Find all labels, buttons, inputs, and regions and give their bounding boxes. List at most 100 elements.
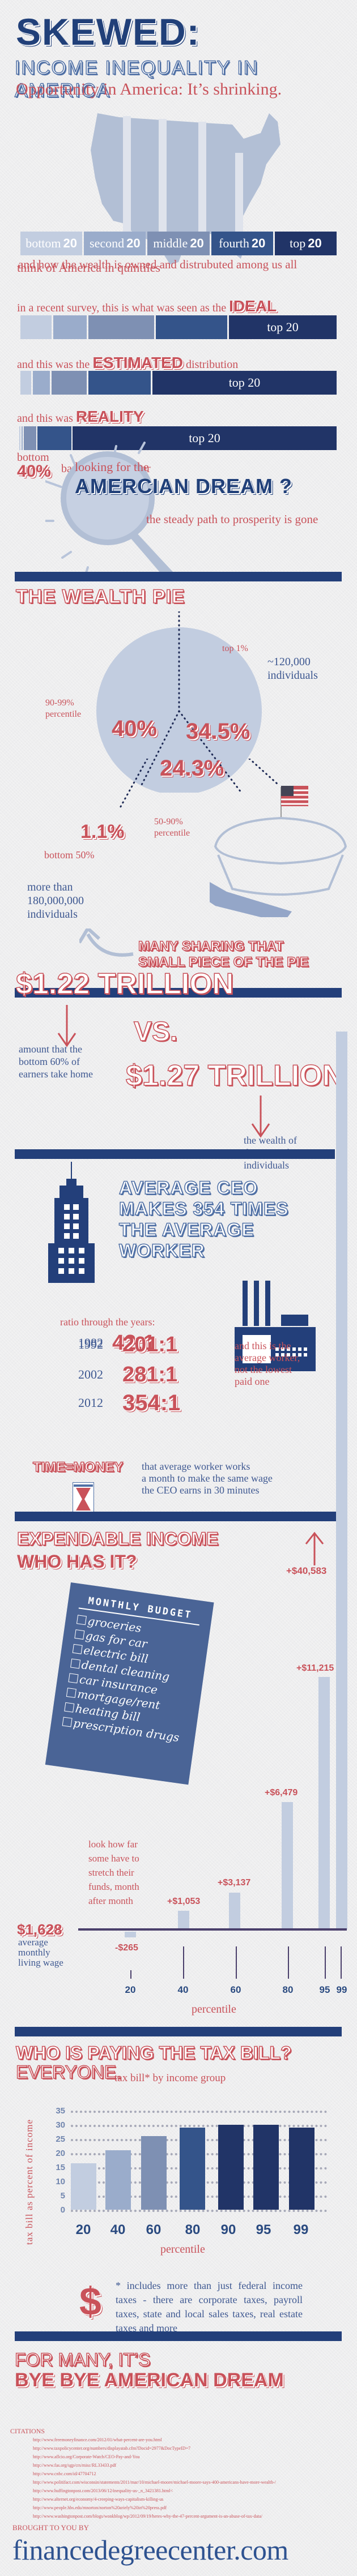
tax-bar-60 (141, 2136, 167, 2210)
citation-link[interactable]: http://www.fas.org/sgp/crs/misc/RL33433.… (33, 2463, 117, 2468)
bottom50-label: bottom 50% (44, 849, 95, 861)
citation-link[interactable]: http://www.washingtonpost.com/blogs/wonk… (33, 2514, 263, 2519)
y-tick: 0 (60, 2205, 65, 2215)
axis-tick (236, 1946, 237, 1979)
closing-line-1: FOR MANY, IT’S (14, 2349, 151, 2370)
time-money-text: that average worker works a month to make… (142, 1461, 273, 1496)
tax-subtitle: EVERYONE. (15, 2061, 122, 2083)
percentile-label: 60 (230, 1984, 241, 1995)
top1-unit: individuals (267, 669, 318, 682)
trillion-amount-2: $1.27 TRILLION (125, 1059, 344, 1093)
value-label-80: +$6,479 (265, 1788, 298, 1798)
ratio-intro: ratio through the years: (60, 1316, 155, 1328)
estimated-word: ESTIMATED (92, 354, 184, 371)
tax-bar-20 (71, 2163, 96, 2210)
expendable-subtitle: WHO HAS IT? (17, 1551, 137, 1572)
y-tick: 30 (56, 2120, 65, 2130)
living-wage-value: $1,628 (17, 1921, 62, 1938)
expendable-bar-40 (178, 1911, 189, 1929)
p90-label: 90-99% percentile (45, 698, 82, 719)
expendable-bar-60 (229, 1893, 240, 1929)
vs-text: VS. (133, 1016, 178, 1047)
slice-50-value: 24.3% (160, 756, 224, 781)
section-divider (15, 1149, 335, 1159)
tax-bar-40 (105, 2150, 131, 2210)
expendable-bar-99 (336, 1032, 347, 1929)
expendable-bar-95 (318, 1677, 330, 1929)
skyscraper-icon (48, 1162, 95, 1283)
percentile-label: 60 (146, 2222, 162, 2237)
axis-tick (341, 1946, 342, 1979)
quintile-middle: middle 20 (147, 232, 210, 255)
quintile-second: second 20 (84, 232, 146, 255)
y-tick: 5 (60, 2191, 65, 2201)
ideal-word: IDEAL (229, 297, 277, 315)
section-divider (15, 988, 342, 998)
citation-link[interactable]: http://www.people.hbs.edu/mnorton/norton… (33, 2505, 167, 2510)
tax-footnote: * includes more than just federal income… (116, 2280, 303, 2334)
expendable-bar-80 (282, 1802, 293, 1929)
y-tick: 20 (56, 2149, 65, 2158)
section-divider (15, 1512, 337, 1521)
p50-label: 50-90% percentile (154, 817, 190, 838)
section-divider (15, 2331, 342, 2341)
tax-title: WHO IS PAYING THE TAX BILL? (15, 2042, 292, 2064)
quintile-bottom: bottom 20 (20, 232, 83, 255)
citation-link[interactable]: http://www.taxpolicycenter.org/numbers/d… (33, 2446, 191, 2451)
tagline: Opportunity in America: It’s shrinking. (16, 80, 282, 99)
percentile-label: 99 (293, 2222, 309, 2237)
axis-tick (183, 1946, 184, 1979)
american-dream-heading: AMERCIAN DREAM ? (75, 474, 292, 498)
subtitle: INCOME INEQUALITY IN AMERICA (14, 57, 259, 102)
wealth-distribution-text: and how the wealth is owned and distrubu… (18, 258, 298, 271)
dollar-sign-icon: $ (79, 2279, 101, 2323)
quintile-intro: think of America in quintiles (17, 260, 160, 275)
reality-caption: and this was REALITY (17, 408, 144, 425)
estimated-caption: and this was the ESTIMATED distribution (17, 354, 239, 371)
wealth-pie-chart (96, 611, 262, 793)
citation-link[interactable]: http://www.alternet.org/economy/4-creepi… (33, 2497, 164, 2502)
value-label-40: +$1,053 (167, 1897, 201, 1906)
time-money-label: TIME=MONEY (32, 1459, 124, 1475)
quintile-top: top 20 (274, 232, 337, 255)
brought-to-you-by: BROUGHT TO YOU BY (12, 2523, 89, 2532)
percentile-label: 20 (75, 2222, 91, 2237)
ratio-row: 1992 201:1 (78, 1332, 178, 1357)
up-arrow-icon (305, 1531, 324, 1565)
tax-chart-title: tax bill* by income group (114, 2072, 226, 2084)
y-tick: 25 (56, 2134, 65, 2144)
tax-ylabel: tax bill as percent of income (24, 2119, 35, 2245)
citation-link[interactable]: http://www.huffingtonpost.com/2013/06/12… (33, 2488, 173, 2493)
value-label-60: +$3,137 (218, 1878, 251, 1888)
quintile-legend-bar: bottom 20 second 20 middle 20 fourth 20 top 2… (20, 232, 337, 255)
axis-tick (130, 1970, 131, 1979)
percentile-label: 40 (177, 1984, 189, 1995)
axis-tick (325, 1946, 326, 1979)
down-arrow-icon (251, 1096, 270, 1138)
trillion-amount-1: $1.22 TRILLION (15, 967, 234, 1001)
citation-link[interactable]: http://www.freemoneyfinance.com/2012/01/… (33, 2437, 162, 2442)
y-tick: 10 (56, 2177, 65, 2186)
slice-bottom-value: 1.1% (80, 821, 125, 842)
tax-bar-90 (218, 2125, 244, 2210)
expendable-title: EXPENDABLE INCOME (16, 1528, 219, 1550)
pie-caption: MANY SHARING THAT SMALL PIECE OF THE PIE (138, 938, 309, 970)
magnifying-glass-icon (45, 442, 173, 572)
citation-link[interactable]: http://www.aflcio.org/Corporate-Watch/CE… (33, 2454, 140, 2459)
citation-link[interactable]: http://www.cnbc.com/id/47704712 (33, 2471, 96, 2476)
brand-link[interactable]: financedegreecenter.com (12, 2534, 288, 2566)
tax-xlabel: percentile (160, 2243, 205, 2256)
estimated-bar: top 20 (20, 371, 337, 395)
expendable-bar-20 (125, 1932, 136, 1937)
ideal-bar: top 20 (20, 315, 337, 339)
bottom-40-pct: 40% (17, 462, 52, 481)
ratio-row: 2012 354:1 (78, 1390, 181, 1415)
worker-note: and this is the average worker, not the lo… (235, 1340, 300, 1387)
top1-people: ~120,000 individuals (267, 655, 318, 682)
citation-link[interactable]: http://www.politifact.com/wisconsin/stat… (33, 2480, 276, 2485)
ratio-row: 1982 42:1 (78, 1330, 156, 1355)
quintile-fourth: fourth 20 (211, 232, 273, 255)
tax-chart-plot: 35 30 25 20 15 10 5 0 (56, 2106, 327, 2215)
pie-leader-lines (118, 759, 279, 810)
tax-bar-95 (253, 2125, 279, 2210)
